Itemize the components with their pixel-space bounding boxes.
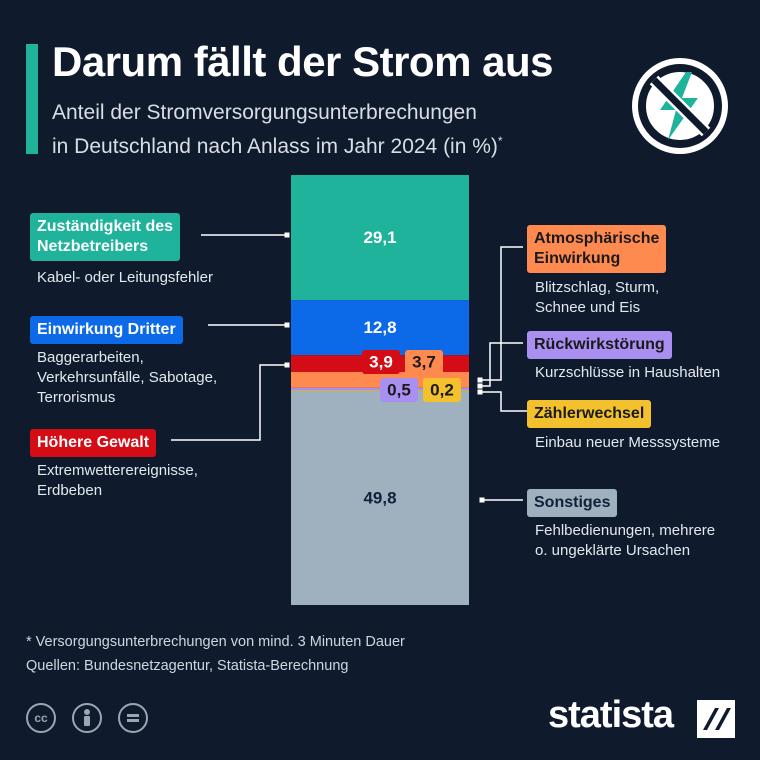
- value-label-5: 0,2: [430, 381, 454, 400]
- category-label-2: Höhere Gewalt: [30, 429, 157, 457]
- value-label-1: 12,8: [363, 318, 396, 337]
- title-accent-bar: [26, 44, 38, 154]
- value-label-4: 0,5: [387, 381, 411, 400]
- connector-line-5-dot: [477, 389, 483, 395]
- connector-line-5: [480, 391, 527, 412]
- category-description-4: Kurzschlüsse in Haushalten: [535, 364, 721, 381]
- value-badge-2: [362, 350, 400, 374]
- category-description-0: Kabel- oder Leitungsfehler: [37, 269, 213, 286]
- category-label-1: Einwirkung Dritter: [30, 316, 183, 344]
- category-label-5: Zählerwechsel: [527, 400, 652, 428]
- category-description-1: Baggerarbeiten, Verkehrsunfälle, Sabotage…: [37, 349, 218, 406]
- statista-logo-icon: [697, 700, 735, 738]
- by-icon[interactable]: [72, 703, 102, 733]
- value-badge-5: [423, 378, 461, 402]
- connector-line-0-dot: [284, 232, 290, 238]
- connector-line-2: [171, 364, 287, 441]
- cc-icon[interactable]: cc: [26, 703, 56, 733]
- category-label-6: Sonstiges: [527, 489, 618, 517]
- subtitle-footnote-mark: *: [497, 134, 503, 148]
- value-label-3: 3,7: [412, 353, 436, 372]
- subtitle-line-2: in Deutschland nach Anlass im Jahr 2024 …: [52, 135, 498, 158]
- page-title: Darum fällt der Strom aus: [52, 38, 553, 85]
- footnote: * Versorgungsunterbrechungen von mind. 3…: [26, 634, 405, 650]
- connector-line-3: [480, 246, 523, 381]
- value-label-6: 49,8: [363, 488, 396, 507]
- connector-line-3-dot: [477, 377, 483, 383]
- value-label-2: 3,9: [369, 353, 393, 372]
- connector-line-1-dot: [284, 322, 290, 328]
- connector-line-2-dot: [284, 362, 290, 368]
- category-label-0: Zuständigkeit des Netzbetreibers: [30, 213, 181, 261]
- bar-segment-6: [291, 390, 469, 605]
- value-badge-4: [380, 378, 418, 402]
- sources: Quellen: Bundesnetzagentur, Statista-Ber…: [26, 658, 349, 674]
- value-label-0: 29,1: [363, 228, 396, 247]
- statista-logo-text[interactable]: statista: [548, 694, 674, 736]
- nd-icon[interactable]: [118, 703, 148, 733]
- category-description-2: Extremwetterereignisse, Erdbeben: [37, 462, 198, 499]
- subtitle-line-1: Anteil der Stromversorgungsunterbrechung…: [52, 101, 477, 124]
- category-label-4: Rückwirkstörung: [527, 331, 672, 359]
- page-subtitle: Anteil der Stromversorgungsunterbrechung…: [52, 98, 503, 161]
- connector-line-6-dot: [479, 497, 485, 503]
- category-label-3: Atmosphärische Einwirkung: [527, 225, 667, 273]
- category-description-6: Fehlbedienungen, mehrere o. ungeklärte Ur…: [535, 522, 716, 559]
- bar-segment-0: [291, 175, 469, 301]
- no-lightning-icon: [632, 58, 728, 154]
- connector-line-4: [480, 342, 523, 387]
- connector-line-4-dot: [477, 383, 483, 389]
- bar-segment-1: [291, 300, 469, 356]
- category-description-3: Blitzschlag, Sturm, Schnee und Eis: [535, 279, 660, 316]
- category-description-5: Einbau neuer Messsysteme: [535, 434, 721, 451]
- value-badge-3: [405, 350, 443, 374]
